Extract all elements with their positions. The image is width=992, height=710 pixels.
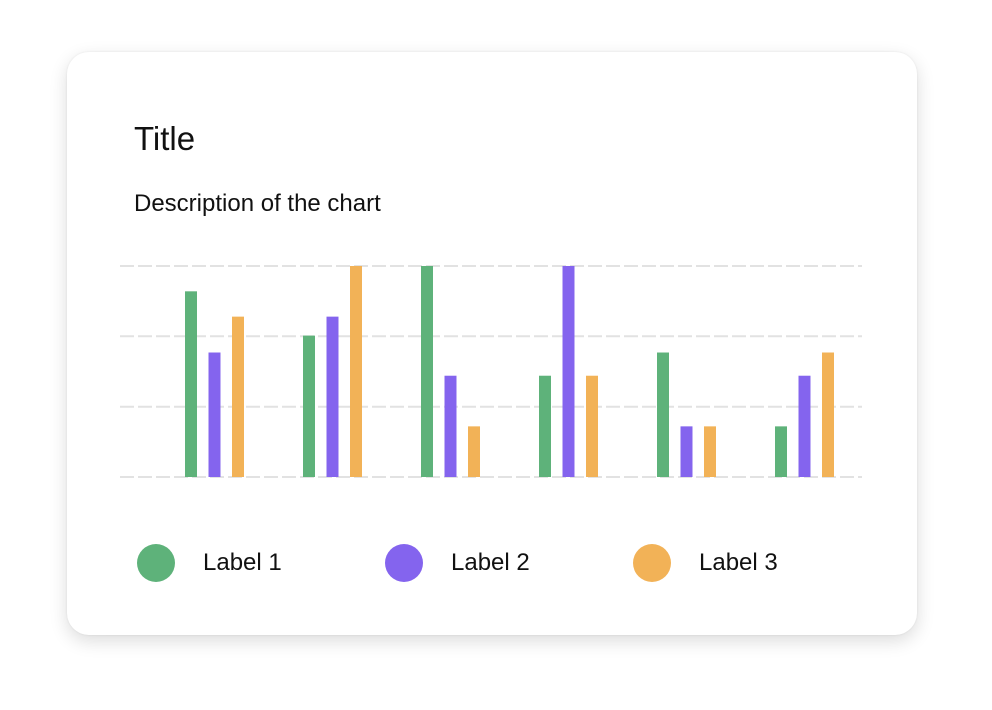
legend-label: Label 2 [451, 549, 530, 576]
legend-dot-icon [385, 544, 423, 582]
legend-label: Label 3 [699, 549, 778, 576]
legend-dot-icon [633, 544, 671, 582]
bar-series-3-group-2 [350, 266, 362, 477]
bar-series-3-group-4 [586, 375, 598, 477]
bar-series-1-group-4 [539, 375, 551, 477]
bar-series-3-group-1 [232, 316, 244, 477]
bar-series-1-group-5 [657, 352, 669, 477]
bar-series-1-group-2 [303, 335, 315, 477]
bar-series-3-group-3 [468, 426, 480, 477]
chart-title: Title [134, 120, 196, 157]
legend-dot-icon [137, 544, 175, 582]
bar-series-2-group-6 [798, 375, 811, 477]
gridlines [120, 265, 862, 478]
bar-series-1-group-6 [775, 426, 787, 477]
legend-item-2: Label 2 [385, 544, 530, 582]
bars [185, 266, 834, 477]
bar-series-1-group-1 [185, 291, 197, 477]
bar-series-2-group-2 [326, 316, 339, 477]
legend-item-3: Label 3 [633, 544, 778, 582]
bar-series-3-group-5 [704, 426, 716, 477]
bar-series-2-group-5 [680, 426, 693, 477]
chart-card [67, 52, 917, 635]
bar-series-1-group-3 [421, 266, 433, 477]
chart-description: Description of the chart [134, 190, 381, 217]
legend-item-1: Label 1 [137, 544, 282, 582]
legend-label: Label 1 [203, 549, 282, 576]
bar-series-2-group-3 [444, 375, 457, 477]
bar-series-2-group-4 [562, 266, 575, 477]
bar-series-2-group-1 [208, 352, 221, 477]
bar-series-3-group-6 [822, 352, 834, 477]
